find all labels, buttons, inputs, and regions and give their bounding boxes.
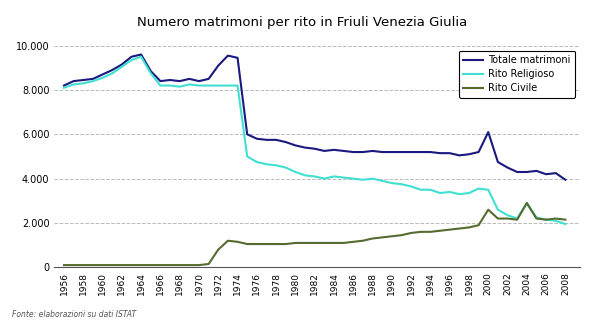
Totale matrimoni [138,52,145,56]
Rito Religioso [513,216,521,220]
Rito Civile [562,218,569,222]
Legend: Totale matrimoni, Rito Religioso, Rito Civile: Totale matrimoni, Rito Religioso, Rito C… [458,51,575,98]
Rito Civile [504,216,511,220]
Line: Totale matrimoni: Totale matrimoni [64,54,565,180]
Totale matrimoni [388,150,396,154]
Rito Religioso [369,177,376,181]
Rito Religioso [138,55,145,59]
Rito Religioso [205,83,212,87]
Totale matrimoni [205,77,212,81]
Text: Fonte: elaborazioni su dati ISTAT: Fonte: elaborazioni su dati ISTAT [12,310,137,319]
Rito Religioso [562,222,569,226]
Rito Religioso [388,181,396,185]
Rito Civile [523,201,530,205]
Totale matrimoni [513,170,521,174]
Line: Rito Religioso: Rito Religioso [64,57,565,224]
Rito Civile [359,239,367,243]
Totale matrimoni [359,150,367,154]
Totale matrimoni [562,178,569,182]
Rito Religioso [60,86,68,90]
Rito Civile [60,263,68,267]
Text: Numero matrimoni per rito in Friuli Venezia Giulia: Numero matrimoni per rito in Friuli Vene… [137,16,467,29]
Rito Civile [350,240,357,244]
Rito Religioso [455,192,463,196]
Rito Civile [446,228,453,231]
Totale matrimoni [455,154,463,157]
Rito Civile [195,263,202,267]
Rito Religioso [359,178,367,182]
Totale matrimoni [60,83,68,87]
Line: Rito Civile: Rito Civile [64,203,565,265]
Totale matrimoni [369,149,376,153]
Rito Civile [379,235,386,239]
